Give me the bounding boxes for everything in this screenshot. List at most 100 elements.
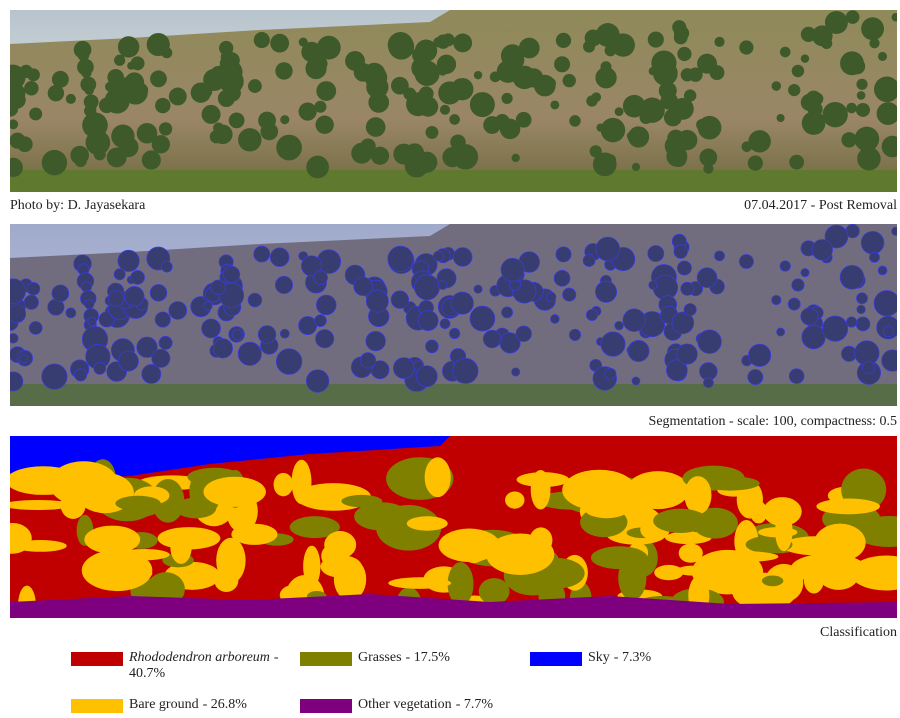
tree xyxy=(515,111,532,128)
tree xyxy=(452,247,473,267)
tree xyxy=(85,130,111,156)
tree xyxy=(776,327,785,337)
legend-text: Rhododendron arboreum - 40.7% xyxy=(129,650,289,682)
tree xyxy=(824,11,848,35)
tree xyxy=(416,151,438,173)
tree xyxy=(449,114,460,125)
tree xyxy=(840,51,864,76)
tree xyxy=(213,124,233,145)
tree xyxy=(439,104,451,115)
tree xyxy=(839,265,865,290)
tree xyxy=(276,134,302,161)
tree xyxy=(586,95,598,107)
class-region xyxy=(214,569,239,592)
tree xyxy=(499,118,521,140)
legend-suffix: - 40.7% xyxy=(129,650,279,681)
class-region xyxy=(438,528,501,563)
tree xyxy=(604,154,617,166)
tree xyxy=(846,316,858,328)
class-region xyxy=(115,495,161,511)
tree xyxy=(714,250,725,262)
tree xyxy=(771,81,782,91)
class-region xyxy=(758,527,798,538)
class-region xyxy=(530,469,551,510)
tree xyxy=(10,371,24,392)
tree xyxy=(677,46,692,62)
tree xyxy=(881,135,897,158)
tree xyxy=(841,132,857,148)
tree xyxy=(203,301,213,311)
tree xyxy=(862,147,875,160)
tree xyxy=(748,130,771,153)
tree xyxy=(469,305,496,332)
tree xyxy=(647,31,664,48)
tree xyxy=(845,10,860,24)
class-region xyxy=(700,476,760,491)
tree xyxy=(51,284,70,303)
class-region xyxy=(706,555,726,589)
tree xyxy=(212,338,233,359)
tree xyxy=(622,308,646,332)
class-region xyxy=(289,516,340,539)
class-region xyxy=(626,471,690,510)
tree xyxy=(699,148,718,167)
tree xyxy=(800,307,819,326)
tree xyxy=(257,325,277,344)
tree xyxy=(190,82,212,103)
tree xyxy=(627,340,650,362)
tree xyxy=(87,103,97,112)
tree xyxy=(891,13,897,22)
tree xyxy=(677,260,692,276)
tree xyxy=(639,97,665,123)
tree xyxy=(306,155,329,179)
tree xyxy=(108,290,125,307)
tree xyxy=(10,90,26,109)
tree xyxy=(316,81,337,101)
tree xyxy=(854,126,880,152)
tree xyxy=(672,20,687,35)
legend-suffix: - 17.5% xyxy=(405,650,450,665)
tree xyxy=(313,56,328,71)
tree xyxy=(151,348,171,368)
legend-name: Sky xyxy=(588,650,610,665)
tree xyxy=(788,368,805,384)
tree xyxy=(882,325,895,337)
class-region xyxy=(84,525,141,554)
tree xyxy=(222,265,241,284)
class-region xyxy=(478,578,510,605)
class-region xyxy=(13,540,67,552)
tree xyxy=(739,40,754,55)
class-region xyxy=(584,500,629,519)
tree xyxy=(714,36,725,47)
tree xyxy=(353,63,373,82)
tree xyxy=(27,68,40,82)
class-region xyxy=(447,562,474,606)
tree xyxy=(595,67,617,89)
tree xyxy=(65,93,76,104)
class-region xyxy=(203,476,266,507)
tree xyxy=(118,350,139,372)
tree xyxy=(874,76,897,103)
tree xyxy=(314,100,327,113)
tree xyxy=(10,157,23,178)
tree xyxy=(168,87,187,106)
tree xyxy=(452,357,479,384)
tree xyxy=(648,280,658,290)
tree xyxy=(26,282,41,296)
tree xyxy=(873,290,897,317)
tree xyxy=(141,364,162,384)
tree xyxy=(555,32,572,49)
tree xyxy=(877,51,888,61)
class-region xyxy=(81,549,153,592)
legend-swatch xyxy=(300,699,352,713)
tree xyxy=(238,128,262,152)
class-region xyxy=(175,497,217,519)
tree xyxy=(511,153,520,163)
tree xyxy=(791,64,805,78)
tree xyxy=(676,343,698,365)
tree xyxy=(483,116,502,134)
tree xyxy=(703,163,714,174)
tree xyxy=(562,287,577,302)
tree xyxy=(237,341,262,366)
